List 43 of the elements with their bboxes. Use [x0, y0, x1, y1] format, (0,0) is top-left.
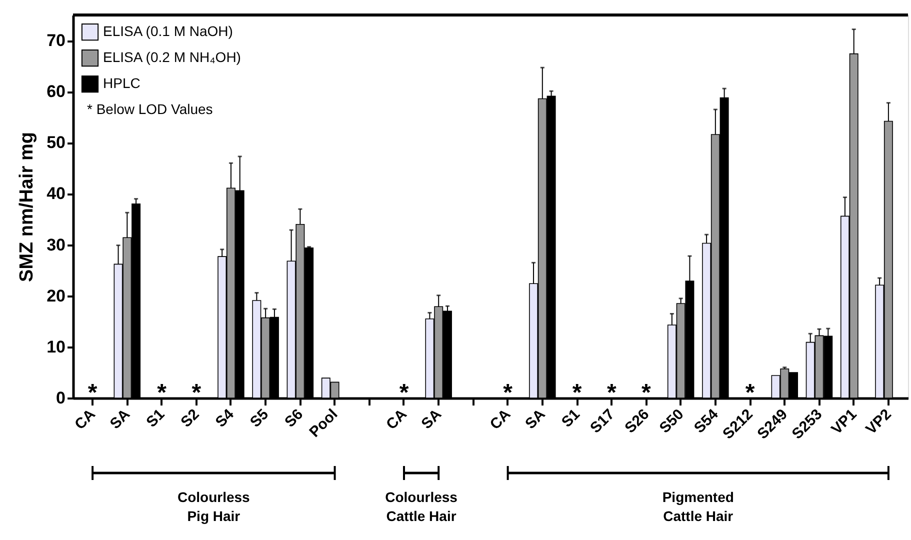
text: Pigmented Cattle Hair: [662, 489, 734, 524]
annotation: *: [642, 380, 652, 407]
annotation: * Below LOD Values: [87, 101, 213, 117]
legend-label: ELISA (0.2 M NH₄OH): [103, 49, 241, 65]
x-tick-label: S1: [143, 406, 168, 431]
legend-label: HPLC: [103, 75, 140, 91]
y-tick-label: 50: [46, 133, 66, 152]
text: Colourless Pig Hair: [177, 489, 250, 524]
x-tick-label: VP1: [828, 406, 860, 438]
x-tick-label: S4: [212, 405, 238, 431]
x-tick-label: S50: [656, 406, 688, 437]
x-tick-label: S6: [282, 406, 307, 431]
x-tick-label: S17: [587, 406, 618, 437]
x-tick-label: SA: [418, 406, 446, 433]
x-tick-label: SA: [522, 406, 549, 433]
x-tick-label: CA: [486, 406, 514, 434]
x-tick-label: CA: [72, 406, 100, 434]
x-tick-label: S26: [622, 406, 653, 437]
annotation: *: [745, 380, 756, 407]
annotation: *: [88, 380, 98, 407]
x-tick-label: VP2: [862, 406, 895, 438]
annotation: *: [503, 380, 514, 407]
annotation: *: [399, 380, 410, 407]
x-tick-label: SA: [106, 406, 134, 433]
annotation: *: [572, 380, 582, 407]
x-tick-label: CA: [383, 406, 410, 434]
annotation: *: [192, 380, 202, 407]
x-tick-label: S1: [558, 406, 584, 431]
y-tick-label: 30: [46, 235, 66, 254]
y-tick-label: 20: [46, 286, 66, 306]
y-tick-label: 70: [46, 31, 66, 50]
text: Colourless Cattle Hair: [385, 489, 458, 524]
y-tick-label: 0: [56, 388, 66, 408]
x-tick-label: S5: [246, 406, 272, 431]
legend-label: ELISA (0.1 M NaOH): [103, 23, 233, 39]
x-tick-label: S2: [178, 406, 203, 431]
annotation: *: [157, 380, 168, 407]
x-tick-label: S54: [690, 405, 722, 437]
annotation: *: [606, 380, 617, 407]
y-tick-label: 60: [46, 82, 66, 102]
y-tick-label: 10: [46, 337, 66, 356]
y-tick-label: 40: [46, 184, 66, 204]
y-axis-title: SMZ nm/Hair mg: [16, 132, 38, 282]
